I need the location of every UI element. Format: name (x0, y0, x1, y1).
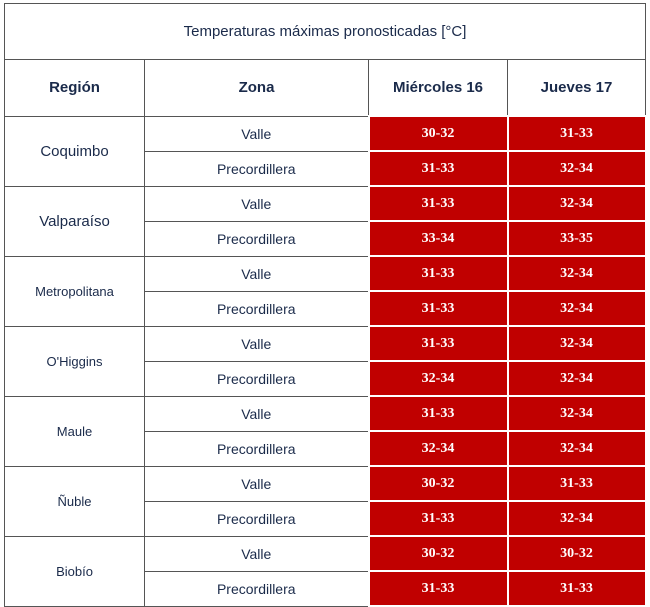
header-day1: Miércoles 16 (368, 59, 508, 117)
temp-day2-cell: 32-34 (506, 185, 647, 222)
temp-day2-cell: 33-35 (506, 220, 647, 257)
temp-day2-cell: 32-34 (506, 325, 647, 362)
temp-day2-cell: 32-34 (506, 360, 647, 397)
zona-cell: Precordillera (144, 220, 369, 257)
zona-cell: Valle (144, 255, 369, 292)
temp-day2-cell: 32-34 (506, 395, 647, 432)
temp-day2-cell: 32-34 (506, 255, 647, 292)
table-row: Metropolitana Valle 31-33 32-34 (4, 255, 647, 327)
region-name: Ñuble (4, 465, 145, 537)
zona-cell: Precordillera (144, 150, 369, 187)
zona-cell: Precordillera (144, 570, 369, 607)
table-row: Maule Valle 31-33 32-34 (4, 395, 647, 467)
temp-day1-cell: 30-32 (367, 115, 509, 152)
temp-day2-cell: 32-34 (506, 500, 647, 537)
header-region: Región (4, 59, 145, 117)
temp-day1-cell: 31-33 (367, 325, 509, 362)
temp-day1-cell: 32-34 (367, 360, 509, 397)
temperature-forecast-table: Temperaturas máximas pronosticadas [°C] … (3, 3, 647, 607)
temp-day1-cell: 31-33 (367, 570, 509, 607)
zona-cell: Valle (144, 325, 369, 362)
zona-cell: Precordillera (144, 360, 369, 397)
table-row: Precordillera 33-34 33-35 (5, 220, 647, 257)
zona-cell: Valle (144, 115, 369, 152)
region-name: Biobío (4, 535, 145, 607)
temp-day2-cell: 30-32 (506, 535, 647, 572)
zona-cell: Valle (144, 395, 369, 432)
temp-day1-cell: 33-34 (367, 220, 509, 257)
temp-day1-cell: 31-33 (367, 255, 509, 292)
temp-day2-cell: 31-33 (506, 115, 647, 152)
table-row: Precordillera 32-34 32-34 (5, 360, 647, 397)
temp-day1-cell: 31-33 (367, 395, 509, 432)
table-row: Precordillera 31-33 32-34 (5, 500, 647, 537)
header-zona: Zona (144, 59, 369, 117)
table-row: Biobío Valle 30-32 30-32 (4, 535, 647, 607)
zona-cell: Valle (144, 535, 369, 572)
zona-cell: Precordillera (144, 430, 369, 467)
table-row: Ñuble Valle 30-32 31-33 (4, 465, 647, 537)
temp-day1-cell: 31-33 (367, 500, 509, 537)
table-row: O'Higgins Valle 31-33 32-34 (4, 325, 647, 397)
table-row: Precordillera 32-34 32-34 (5, 430, 647, 467)
region-name: Maule (4, 395, 145, 467)
zona-cell: Valle (144, 185, 369, 222)
zona-cell: Precordillera (144, 500, 369, 537)
table-title: Temperaturas máximas pronosticadas [°C] (3, 3, 647, 60)
temp-day2-cell: 32-34 (506, 150, 647, 187)
forecast-table-container: Temperaturas máximas pronosticadas [°C] … (3, 3, 647, 607)
temp-day1-cell: 30-32 (367, 465, 509, 502)
temp-day2-cell: 32-34 (506, 290, 647, 327)
temp-day2-cell: 31-33 (506, 570, 647, 607)
region-name: Coquimbo (4, 115, 145, 187)
temp-day1-cell: 31-33 (367, 290, 509, 327)
zona-cell: Precordillera (144, 290, 369, 327)
region-name: Valparaíso (4, 185, 145, 257)
table-row: Coquimbo Valle 30-32 31-33 (4, 115, 647, 187)
table-body: Coquimbo Valle 30-32 31-33 Precordillera 31-3… (4, 115, 647, 607)
region-name: Metropolitana (4, 255, 145, 327)
temp-day2-cell: 31-33 (506, 465, 647, 502)
temp-day2-cell: 32-34 (506, 430, 647, 467)
temp-day1-cell: 32-34 (367, 430, 509, 467)
zona-cell: Valle (144, 465, 369, 502)
table-row: Valparaíso Valle 31-33 32-34 (4, 185, 647, 257)
region-name: O'Higgins (4, 325, 145, 397)
table-row: Precordillera 31-33 32-34 (5, 290, 647, 327)
temp-day1-cell: 31-33 (367, 150, 509, 187)
temp-day1-cell: 30-32 (367, 535, 509, 572)
header-day2: Jueves 17 (506, 59, 647, 117)
temp-day1-cell: 31-33 (367, 185, 509, 222)
table-row: Precordillera 31-33 32-34 (5, 150, 647, 187)
